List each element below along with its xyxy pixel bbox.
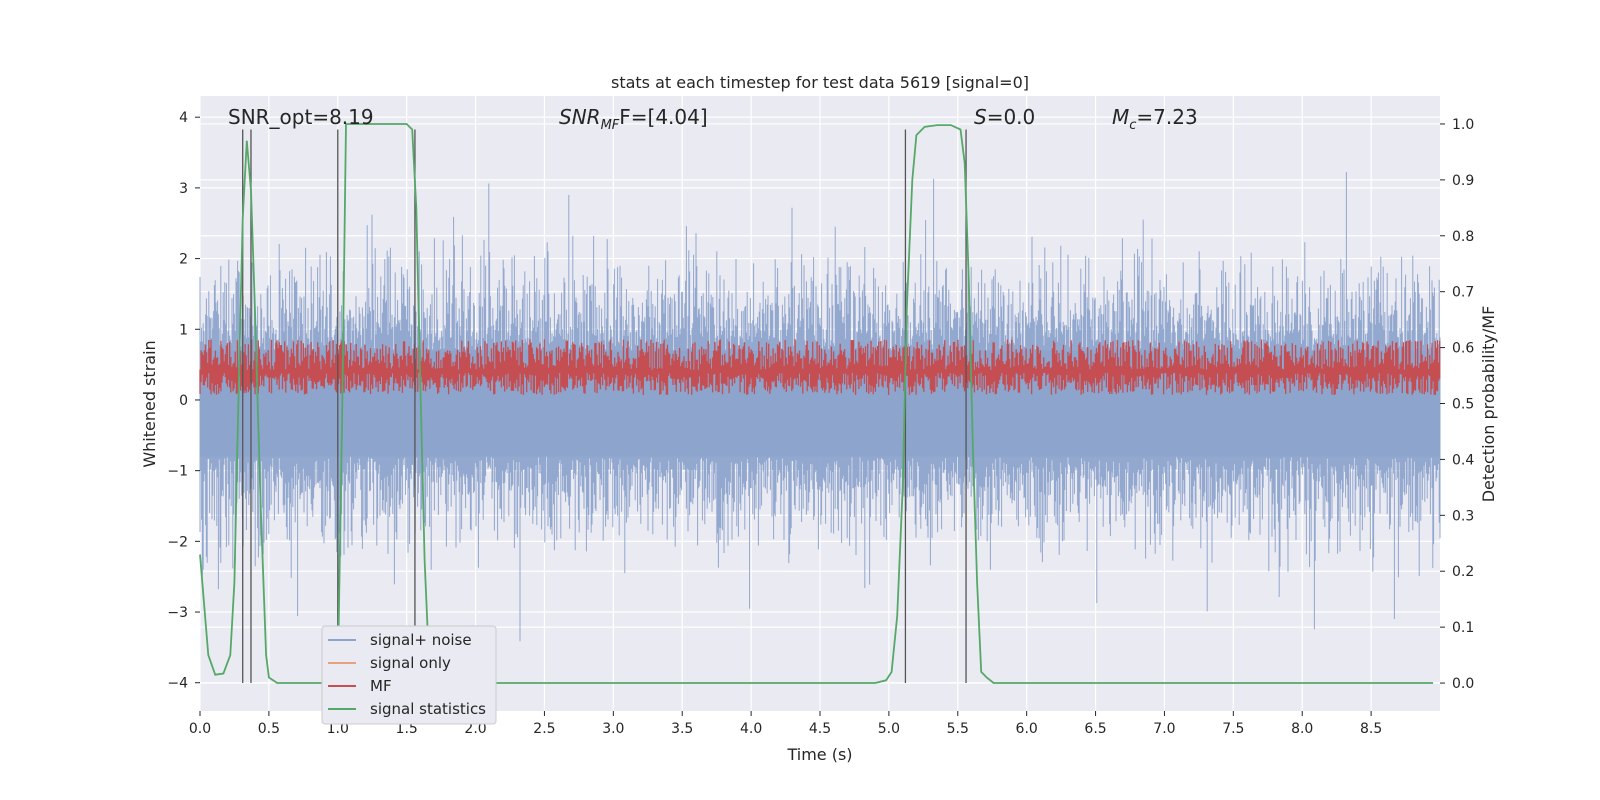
x-tick-label-9: 4.5 bbox=[809, 721, 831, 737]
legend-box bbox=[321, 625, 497, 725]
y-left-tick-label-8: −4 bbox=[167, 676, 188, 692]
x-tick-label-14: 7.0 bbox=[1153, 721, 1175, 737]
annotation-snr-mf: SNRMFF=[4.04] bbox=[559, 105, 708, 133]
y-left-tick-label-2: 2 bbox=[179, 252, 188, 268]
y-right-tick-label-5: 0.5 bbox=[1452, 397, 1474, 413]
legend-label-signal-noise: signal+ noise bbox=[370, 631, 472, 649]
y-right-tick-label-9: 0.1 bbox=[1452, 620, 1474, 636]
x-tick-label-16: 8.0 bbox=[1291, 721, 1313, 737]
legend-label-mf: MF bbox=[370, 677, 392, 695]
x-tick-label-1: 0.5 bbox=[258, 721, 280, 737]
y-left-tick-label-3: 1 bbox=[179, 322, 188, 338]
legend-label-signal-only: signal only bbox=[370, 654, 451, 672]
legend-label-signal-statistics: signal statistics bbox=[370, 700, 486, 718]
x-tick-label-8: 4.0 bbox=[740, 721, 762, 737]
y-right-tick-label-2: 0.8 bbox=[1452, 229, 1474, 245]
annotation-snr-opt: SNR_opt=8.19 bbox=[228, 105, 374, 129]
y-right-tick-label-6: 0.4 bbox=[1452, 452, 1474, 468]
x-tick-label-13: 6.5 bbox=[1084, 721, 1106, 737]
y-right-tick-label-4: 0.6 bbox=[1452, 341, 1474, 357]
y-right-tick-label-10: 0.0 bbox=[1452, 676, 1474, 692]
y-left-tick-label-5: −1 bbox=[167, 464, 188, 480]
y-right-tick-label-3: 0.7 bbox=[1452, 285, 1474, 301]
x-tick-label-4: 2.0 bbox=[464, 721, 486, 737]
x-tick-label-15: 7.5 bbox=[1222, 721, 1244, 737]
y-left-tick-label-1: 3 bbox=[179, 181, 188, 197]
y-right-tick-label-0: 1.0 bbox=[1452, 117, 1474, 133]
x-tick-label-0: 0.0 bbox=[189, 721, 211, 737]
y-right-tick-label-1: 0.9 bbox=[1452, 173, 1474, 189]
x-tick-label-17: 8.5 bbox=[1360, 721, 1382, 737]
x-tick-label-6: 3.0 bbox=[602, 721, 624, 737]
y-ticks-left: 4 3 2 1 0 −1 −2 −3 −4 bbox=[167, 110, 200, 692]
x-tick-label-12: 6.0 bbox=[1016, 721, 1038, 737]
x-tick-label-5: 2.5 bbox=[533, 721, 555, 737]
y-axis-label-left: Whitened strain bbox=[140, 340, 159, 467]
annotation-s: S=0.0 bbox=[974, 105, 1035, 129]
y-ticks-right: 1.0 0.9 0.8 0.7 0.6 0.5 0.4 0.3 0.2 0.1 0.0 bbox=[1440, 117, 1474, 692]
y-left-tick-label-4: 0 bbox=[179, 393, 188, 409]
y-left-tick-label-7: −3 bbox=[167, 605, 188, 621]
y-left-tick-label-6: −2 bbox=[167, 534, 188, 550]
y-right-tick-label-8: 0.2 bbox=[1452, 564, 1474, 580]
y-axis-label-right: Detection probability/MF bbox=[1479, 306, 1498, 503]
x-tick-label-3: 1.5 bbox=[396, 721, 418, 737]
annotation-mc: Mc=7.23 bbox=[1112, 105, 1198, 133]
x-axis-label: Time (s) bbox=[786, 745, 852, 764]
x-tick-label-10: 5.0 bbox=[878, 721, 900, 737]
x-ticks: 0.0 0.5 1.0 1.5 2.0 2.5 3.0 3.5 4.0 4.5 5.0 5.5 6.0 6… bbox=[189, 711, 1382, 737]
x-tick-label-11: 5.5 bbox=[947, 721, 969, 737]
y-right-tick-label-7: 0.3 bbox=[1452, 508, 1474, 524]
x-tick-label-7: 3.5 bbox=[671, 721, 693, 737]
y-left-tick-label-0: 4 bbox=[179, 110, 188, 126]
chart-title: stats at each timestep for test data 561… bbox=[611, 73, 1029, 92]
x-tick-label-2: 1.0 bbox=[327, 721, 349, 737]
legend: signal+ noise signal only MF signal stat… bbox=[321, 625, 497, 725]
